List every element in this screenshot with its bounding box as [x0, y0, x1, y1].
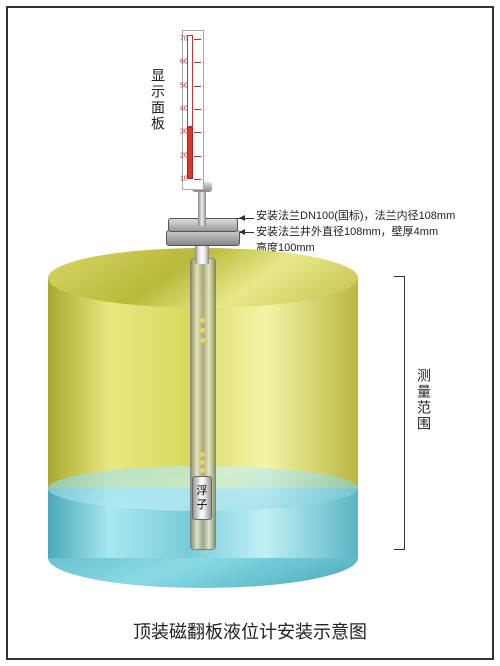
scale-tick	[194, 62, 201, 63]
float-block: 浮子	[192, 476, 212, 520]
scale-tick	[194, 109, 201, 110]
range-label: 测量范围	[416, 368, 432, 432]
scale-tick	[194, 132, 201, 133]
float-bead-icon	[200, 468, 205, 473]
scale-tick-label: 30	[180, 129, 188, 136]
riser-pipe	[198, 188, 206, 226]
float-bead-icon	[200, 318, 205, 323]
display-panel: 70 60 50 40 30 20 10	[182, 30, 204, 190]
scale-tick-label: 20	[180, 152, 188, 159]
panel-scale: 70605040302010	[194, 35, 201, 183]
float-bead-icon	[200, 338, 205, 343]
diagram-title: 顶装磁翻板液位计安装示意图	[8, 618, 492, 644]
float-bead-icon	[200, 328, 205, 333]
indicator-column-empty	[187, 35, 193, 127]
scale-tick	[194, 86, 201, 87]
float-bead-icon	[200, 452, 205, 457]
scale-tick	[194, 179, 201, 180]
flange-lower	[166, 230, 240, 246]
scale-tick-label: 10	[180, 176, 188, 183]
float-label: 浮子	[197, 485, 208, 511]
flange-spec-1: 安装法兰DN100(国标)，法兰内径108mm	[256, 208, 455, 224]
display-panel-label: 显示面板	[150, 68, 166, 132]
scale-tick	[194, 39, 201, 40]
diagram-frame: 浮子 70 60 50 40 30 20 10 显示面板 安装法兰DN100(国标)，法兰内…	[6, 6, 494, 660]
scale-tick	[194, 156, 201, 157]
scale-tick-label: 40	[180, 106, 188, 113]
flange-spec-2: 安装法兰井外直径108mm，壁厚4mm	[256, 224, 438, 240]
float-bead-icon	[200, 460, 205, 465]
scale-tick-label: 50	[180, 82, 188, 89]
scale-tick-label: 60	[180, 59, 188, 66]
scale-tick-label: 70	[180, 36, 188, 43]
arrow-icon	[236, 218, 254, 219]
range-bracket	[394, 276, 405, 550]
